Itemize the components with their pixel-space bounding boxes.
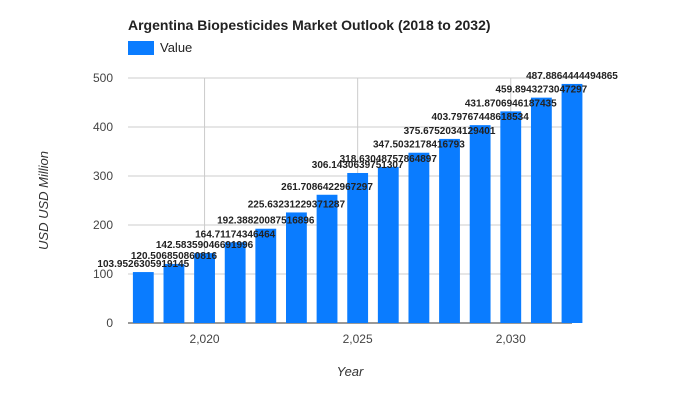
data-label: 306.1430639751307 xyxy=(312,160,404,171)
bar xyxy=(439,138,460,323)
data-label: 103.9526305919145 xyxy=(97,259,189,270)
data-label: 375.6752034129401 xyxy=(404,126,496,137)
bar xyxy=(163,263,185,323)
data-label: 120.506850860816 xyxy=(131,251,218,262)
bar xyxy=(530,97,552,323)
bar xyxy=(500,111,522,323)
x-axis-title: Year xyxy=(337,364,364,379)
bar xyxy=(316,194,338,323)
x-tick-label: 2,025 xyxy=(343,332,373,346)
bar xyxy=(347,172,369,323)
y-tick-label: 0 xyxy=(106,316,113,330)
bar xyxy=(132,272,154,323)
data-label: 431.8706946187435 xyxy=(465,98,557,109)
bar xyxy=(561,83,583,323)
y-tick-label: 100 xyxy=(93,267,113,281)
bar xyxy=(224,242,246,323)
y-tick-label: 300 xyxy=(93,169,113,183)
y-tick-label: 200 xyxy=(93,218,113,232)
data-label: 192.38820087516896 xyxy=(217,216,315,227)
x-tick-label: 2,030 xyxy=(496,332,526,346)
y-tick-label: 400 xyxy=(93,120,113,134)
y-axis-title: USD USD Million xyxy=(36,151,51,250)
y-tick-label: 500 xyxy=(93,71,113,85)
data-label: 403.79767448618534 xyxy=(431,112,529,123)
data-label: 347.5032178416793 xyxy=(373,140,465,151)
x-tick-label: 2,020 xyxy=(190,332,220,346)
bar xyxy=(194,253,215,323)
bar xyxy=(255,228,277,323)
chart-title: Argentina Biopesticides Market Outlook (… xyxy=(128,17,491,33)
bar xyxy=(286,212,307,323)
legend-swatch xyxy=(128,40,154,55)
data-label: 487.8864444494865 xyxy=(526,71,618,82)
legend-label: Value xyxy=(160,40,193,55)
data-label: 318.63048757864897 xyxy=(340,154,438,165)
data-label: 225.63231229371287 xyxy=(248,199,346,210)
bar xyxy=(469,125,491,323)
bar xyxy=(408,152,430,323)
data-label: 459.8943273047297 xyxy=(495,85,587,96)
data-label: 142.58359046691996 xyxy=(156,240,254,251)
bar xyxy=(377,166,399,323)
data-label: 261.7086422967297 xyxy=(281,182,373,193)
data-label: 164.71174346464 xyxy=(195,229,276,240)
legend: Value xyxy=(128,40,192,55)
